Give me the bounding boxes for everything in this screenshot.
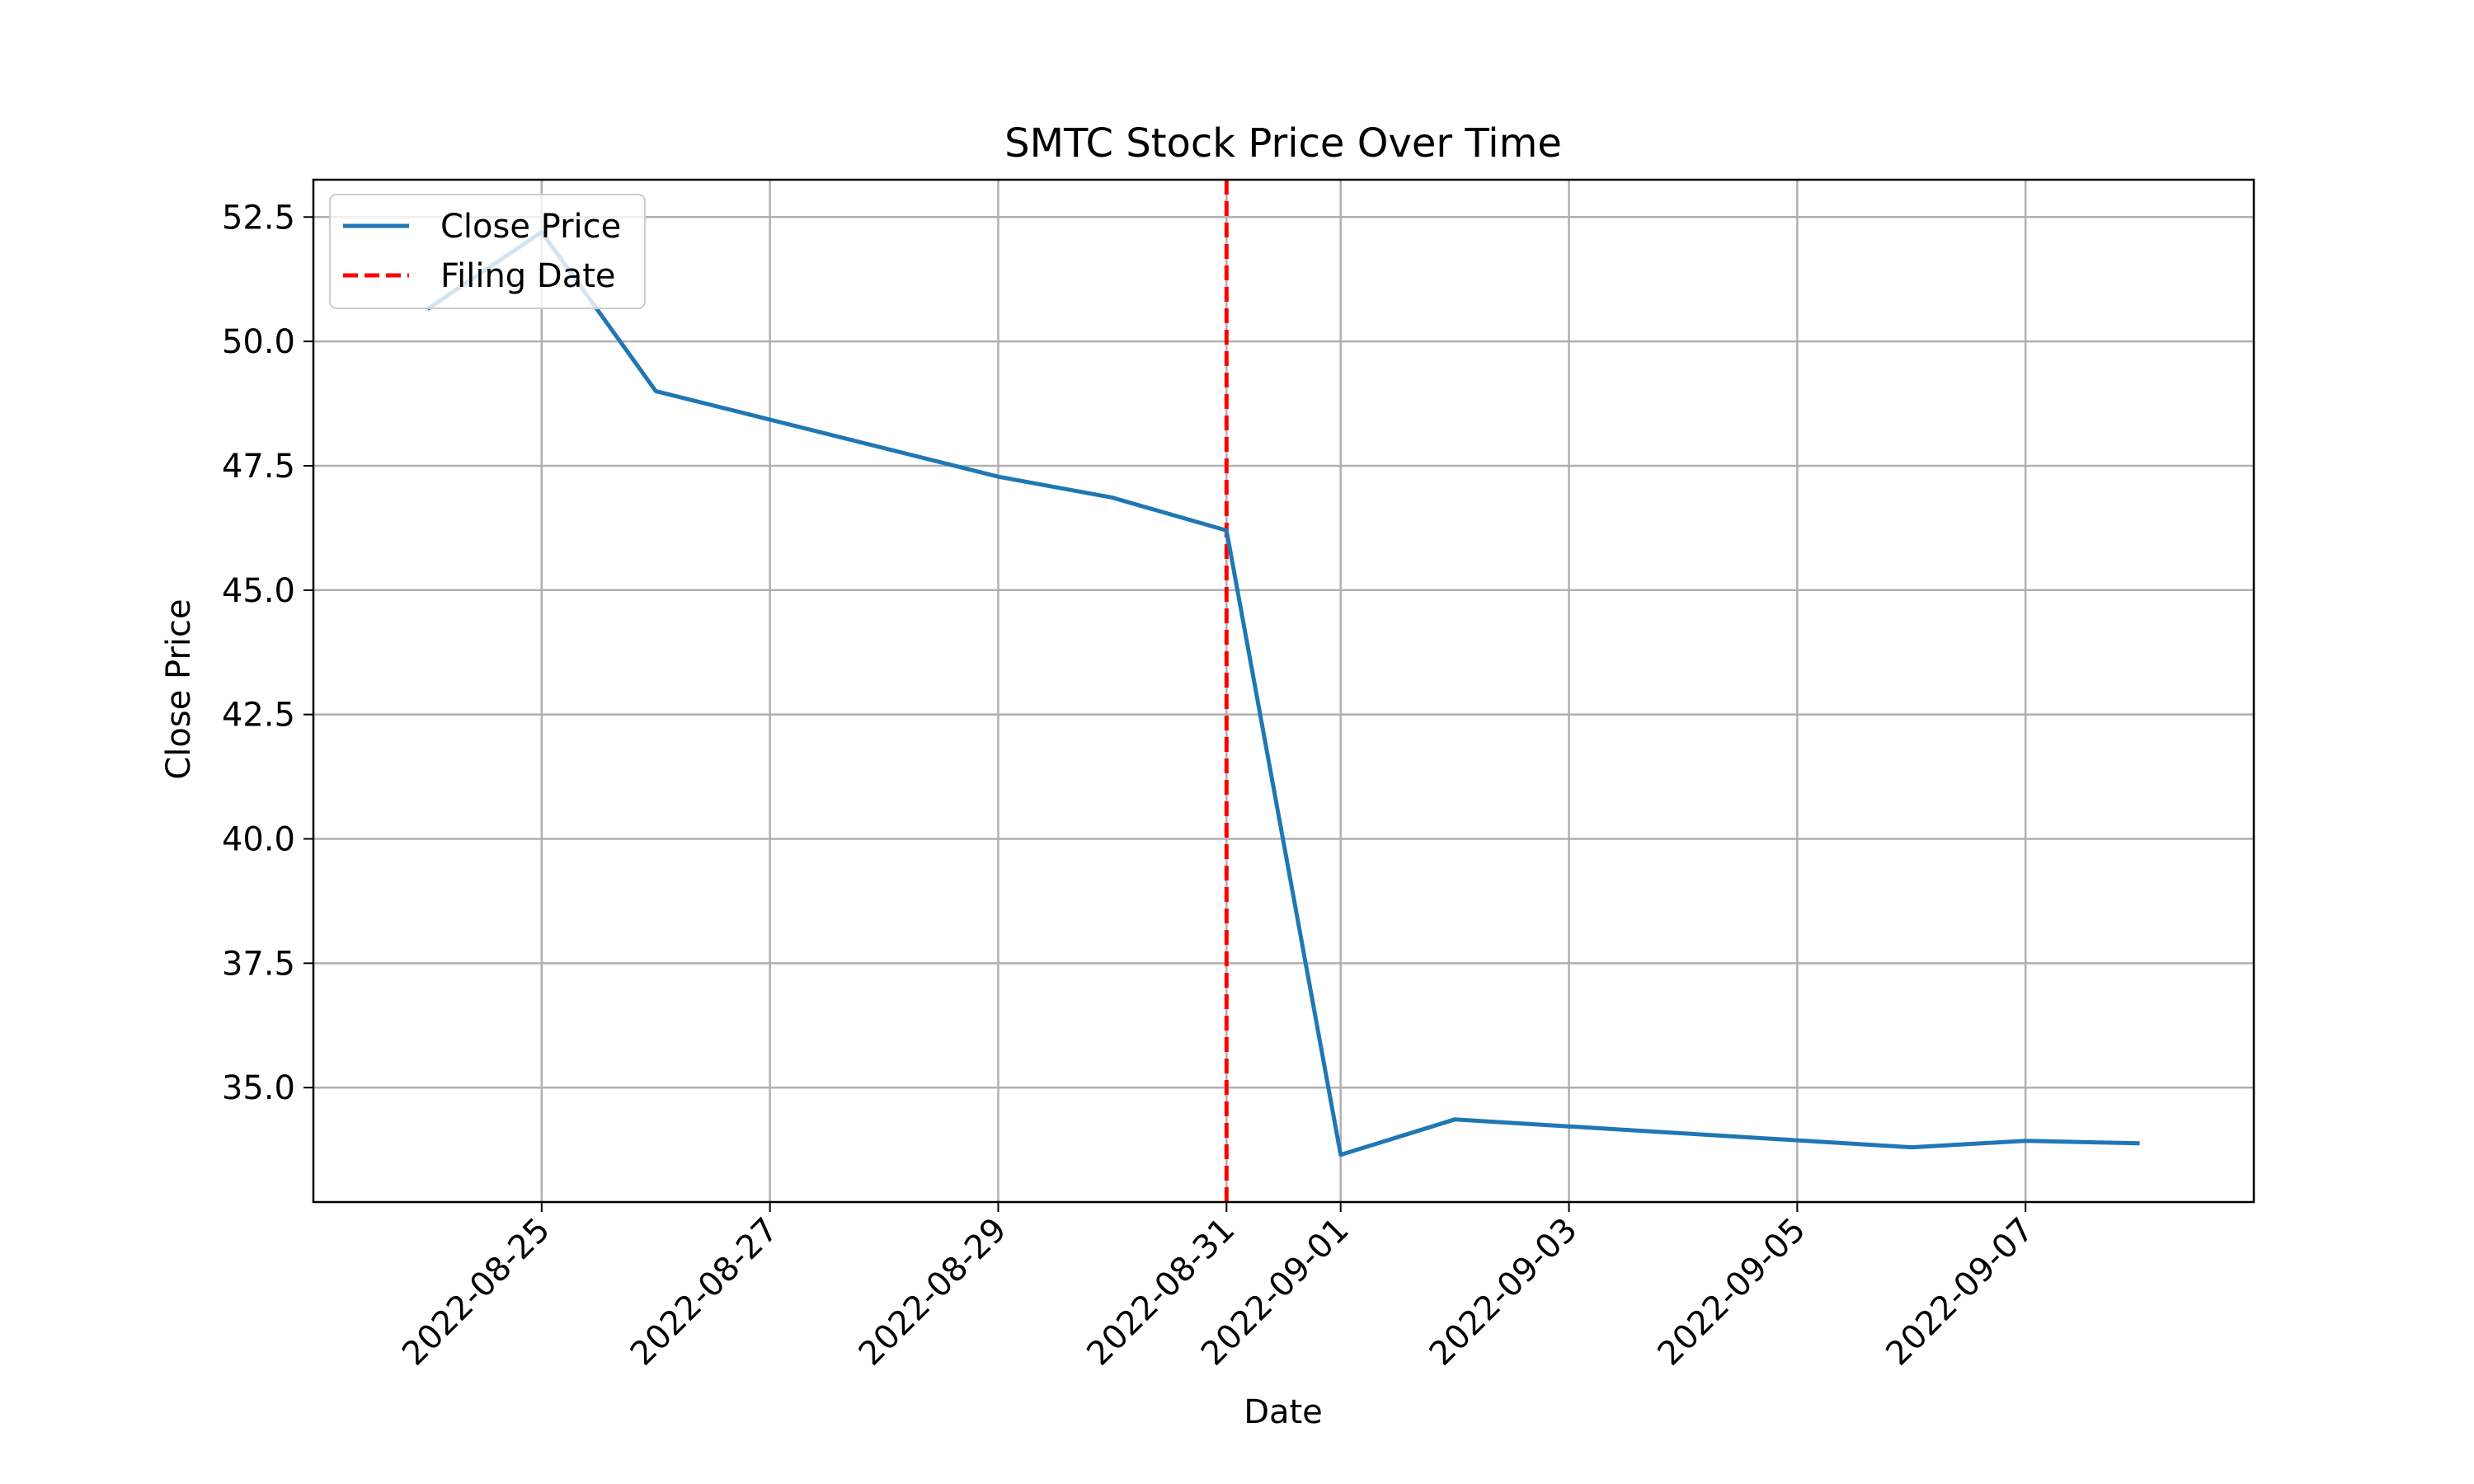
series-layer <box>426 229 2140 1158</box>
y-axis: 35.0 37.5 40.0 42.5 45.0 47.5 50.0 52.5 <box>222 199 313 1107</box>
x-tick-label: 2022-09-07 <box>1879 1211 2041 1374</box>
x-tick-label: 2022-08-25 <box>395 1211 557 1374</box>
chart-title: SMTC Stock Price Over Time <box>1004 120 1562 167</box>
x-axis: 2022-08-25 2022-08-27 2022-08-29 2022-08-31… <box>395 1202 2041 1373</box>
y-tick-label: 47.5 <box>222 448 295 486</box>
y-tick-label: 37.5 <box>222 945 295 983</box>
legend-label-close-price: Close Price <box>440 208 621 246</box>
y-axis-title: Close Price <box>160 599 198 779</box>
x-tick-label: 2022-09-03 <box>1423 1211 1585 1374</box>
close-price-line <box>426 229 2140 1158</box>
x-tick-label: 2022-09-05 <box>1651 1211 1813 1374</box>
x-tick-label: 2022-08-29 <box>852 1211 1014 1374</box>
legend-label-filing-date: Filing Date <box>440 257 616 295</box>
plot-frame <box>312 178 2255 1204</box>
grid <box>313 180 2254 1202</box>
x-tick-label: 2022-08-27 <box>623 1211 786 1374</box>
y-tick-label: 45.0 <box>222 572 295 610</box>
legend-box <box>329 194 646 309</box>
y-tick-label: 40.0 <box>222 821 295 859</box>
x-axis-title: Date <box>1244 1393 1323 1431</box>
y-tick-label: 52.5 <box>222 199 295 237</box>
y-tick-label: 42.5 <box>222 697 295 735</box>
legend: Close Price Filing Date <box>329 194 646 309</box>
y-tick-label: 50.0 <box>222 323 295 361</box>
y-tick-label: 35.0 <box>222 1069 295 1107</box>
